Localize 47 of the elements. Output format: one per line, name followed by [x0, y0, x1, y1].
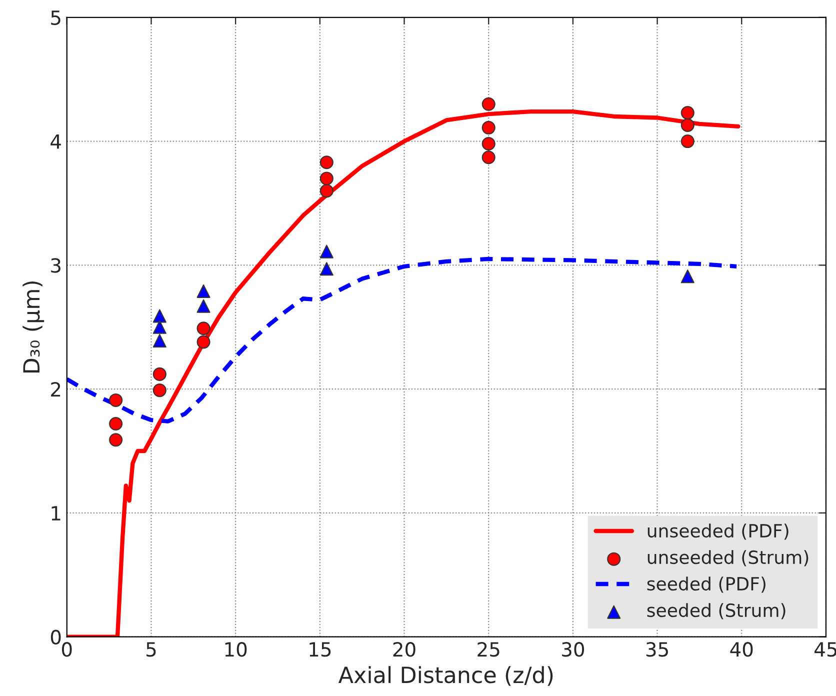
point [482, 120, 496, 134]
x-tick-label: 20 [393, 642, 416, 657]
point [109, 416, 123, 431]
point [152, 367, 166, 381]
legend-label: unseeded (PDF) [648, 524, 788, 540]
x-tick-label: 25 [478, 642, 500, 657]
y-tick-label: 0 [50, 630, 61, 645]
point [196, 299, 210, 313]
x-axis-title: Axial Distance (z/d) [338, 666, 553, 686]
point [320, 244, 334, 258]
legend-label: seeded (PDF) [647, 576, 766, 593]
point [680, 134, 694, 148]
point [196, 284, 210, 298]
point [320, 156, 334, 170]
legend-label: seeded (Strum) [647, 603, 786, 620]
x-tick-label: 15 [310, 642, 331, 657]
point [109, 393, 123, 407]
x-tick-label: 10 [225, 642, 247, 657]
point [196, 322, 210, 336]
x-tick-label: 35 [646, 642, 668, 657]
point [680, 106, 694, 120]
y-tick-label: 2 [51, 382, 60, 396]
point [320, 184, 334, 198]
point [482, 150, 496, 164]
y-tick-label: 5 [51, 10, 60, 26]
y-tick-label: 1 [52, 506, 60, 520]
point [196, 335, 210, 349]
point [320, 262, 334, 276]
point [680, 118, 694, 132]
x-tick-label: 30 [562, 642, 584, 657]
y-axis-title: D₃₀ (μm) [22, 281, 44, 372]
point [152, 384, 166, 398]
point [109, 433, 123, 447]
x-tick-label: 0 [62, 642, 72, 657]
point [152, 320, 166, 334]
point [680, 270, 694, 284]
point [482, 137, 496, 151]
y-tick-label: 3 [51, 258, 60, 273]
y-tick-label: 4 [50, 134, 61, 149]
point [482, 97, 496, 111]
x-tick-label: 40 [730, 642, 753, 657]
point [320, 172, 334, 186]
line-series [66, 256, 739, 424]
point [152, 309, 166, 323]
legend-label: unseeded (Strum) [648, 550, 808, 566]
x-tick-label: 5 [146, 642, 156, 657]
point [152, 334, 166, 348]
